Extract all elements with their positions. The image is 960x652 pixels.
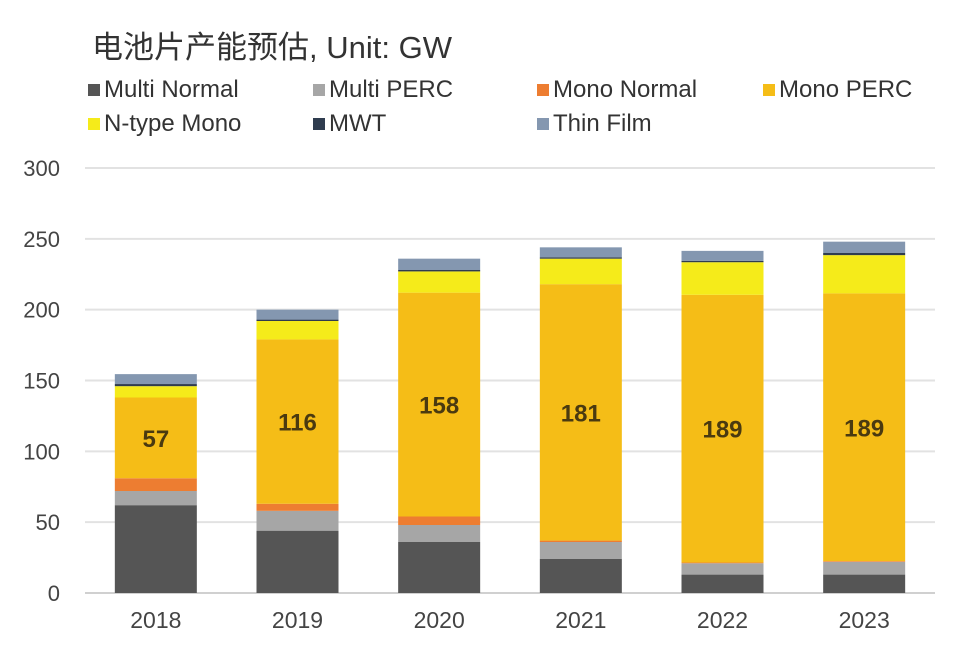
bar-segment-multi-perc [398, 525, 481, 542]
legend-item: Mono PERC [763, 76, 912, 104]
legend-label: Multi Normal [104, 76, 239, 103]
legend-swatch [537, 84, 549, 96]
legend-item: N-type Mono [88, 110, 241, 138]
legend-label: Thin Film [553, 110, 652, 137]
bar-segment-mono-normal [114, 478, 197, 491]
bar-segment-multi-perc [681, 563, 764, 575]
legend-swatch [88, 118, 100, 130]
y-tick-label: 100 [23, 439, 60, 464]
y-tick-label: 150 [23, 369, 60, 394]
legend-item: Multi Normal [88, 76, 239, 104]
bar-segment-mwt [823, 253, 906, 256]
bar-segment-thin-film [823, 241, 906, 253]
bar-segment-multi-normal [114, 505, 197, 593]
bar-segment-mono-normal [398, 516, 481, 525]
bar-segment-thin-film [398, 258, 481, 270]
legend-label: N-type Mono [104, 110, 242, 137]
bar-segment-multi-perc [539, 542, 622, 559]
bar-segment-mono-normal [681, 562, 764, 564]
y-tick-label: 250 [23, 227, 60, 252]
legend-swatch [537, 118, 549, 130]
data-label: 158 [419, 393, 459, 420]
legend-swatch [88, 84, 100, 96]
bar-segment-multi-perc [114, 491, 197, 506]
bar-segment-multi-perc [823, 561, 906, 575]
y-tick-label: 0 [48, 581, 60, 606]
bar-segment-mono-perc [681, 294, 764, 563]
bar-segment-multi-normal [256, 530, 339, 593]
x-tick-label: 2019 [272, 607, 323, 633]
legend-swatch [313, 118, 325, 130]
legend-swatch [763, 84, 775, 96]
legend-item: MWT [313, 110, 386, 138]
legend-label: Mono Normal [553, 76, 698, 103]
bar-segment-thin-film [256, 309, 339, 320]
bar-segment-mwt [681, 260, 764, 263]
data-label: 181 [561, 400, 601, 427]
bar-segment-thin-film [681, 250, 764, 261]
bar-segment-multi-normal [681, 574, 764, 593]
legend-label: Multi PERC [329, 76, 454, 103]
bar-segment-mwt [398, 270, 481, 272]
bar-segment-thin-film [114, 374, 197, 385]
bar-segment-mwt [114, 384, 197, 387]
x-tick-label: 2021 [555, 607, 606, 633]
legend-item: Thin Film [537, 110, 652, 138]
bar-segment-mono-normal [539, 540, 622, 542]
bar-segment-n-type-mono [681, 262, 764, 295]
legend-label: MWT [329, 110, 387, 137]
legend-item: Mono Normal [537, 76, 697, 104]
bar-segment-thin-film [539, 247, 622, 258]
bar-segment-mono-perc [539, 284, 622, 541]
bar-segment-multi-perc [256, 510, 339, 531]
bar-segment-mono-perc [398, 292, 481, 517]
y-tick-label: 50 [36, 510, 60, 535]
x-tick-label: 2018 [130, 607, 181, 633]
bar-segment-mono-perc [114, 397, 197, 479]
bar-segment-mwt [539, 257, 622, 259]
bar-segment-multi-normal [823, 574, 906, 593]
data-label: 189 [844, 415, 884, 442]
data-label: 189 [702, 417, 742, 444]
bar-segment-n-type-mono [398, 271, 481, 293]
data-label: 116 [278, 410, 317, 437]
legend-label: Mono PERC [779, 76, 913, 103]
bar-segment-n-type-mono [114, 386, 197, 398]
bar-segment-multi-normal [539, 559, 622, 593]
data-label: 57 [142, 426, 169, 453]
bar-segment-mono-perc [256, 339, 339, 504]
x-tick-label: 2020 [414, 607, 465, 633]
bar-segment-n-type-mono [256, 321, 339, 340]
y-tick-label: 200 [23, 298, 60, 323]
legend-item: Multi PERC [313, 76, 453, 104]
bar-segment-multi-normal [398, 542, 481, 593]
bar-segment-mono-normal [256, 503, 339, 511]
x-tick-label: 2022 [697, 607, 748, 633]
legend-swatch [313, 84, 325, 96]
chart-title: 电池片产能预估, Unit: GW [92, 30, 452, 65]
bar-segment-mono-perc [823, 293, 906, 562]
x-tick-label: 2023 [839, 607, 890, 633]
bar-segment-mono-normal [823, 561, 906, 562]
bar-segment-n-type-mono [823, 255, 906, 294]
bar-segment-n-type-mono [539, 258, 622, 285]
bar-segment-mwt [256, 319, 339, 321]
y-tick-label: 300 [23, 156, 60, 181]
